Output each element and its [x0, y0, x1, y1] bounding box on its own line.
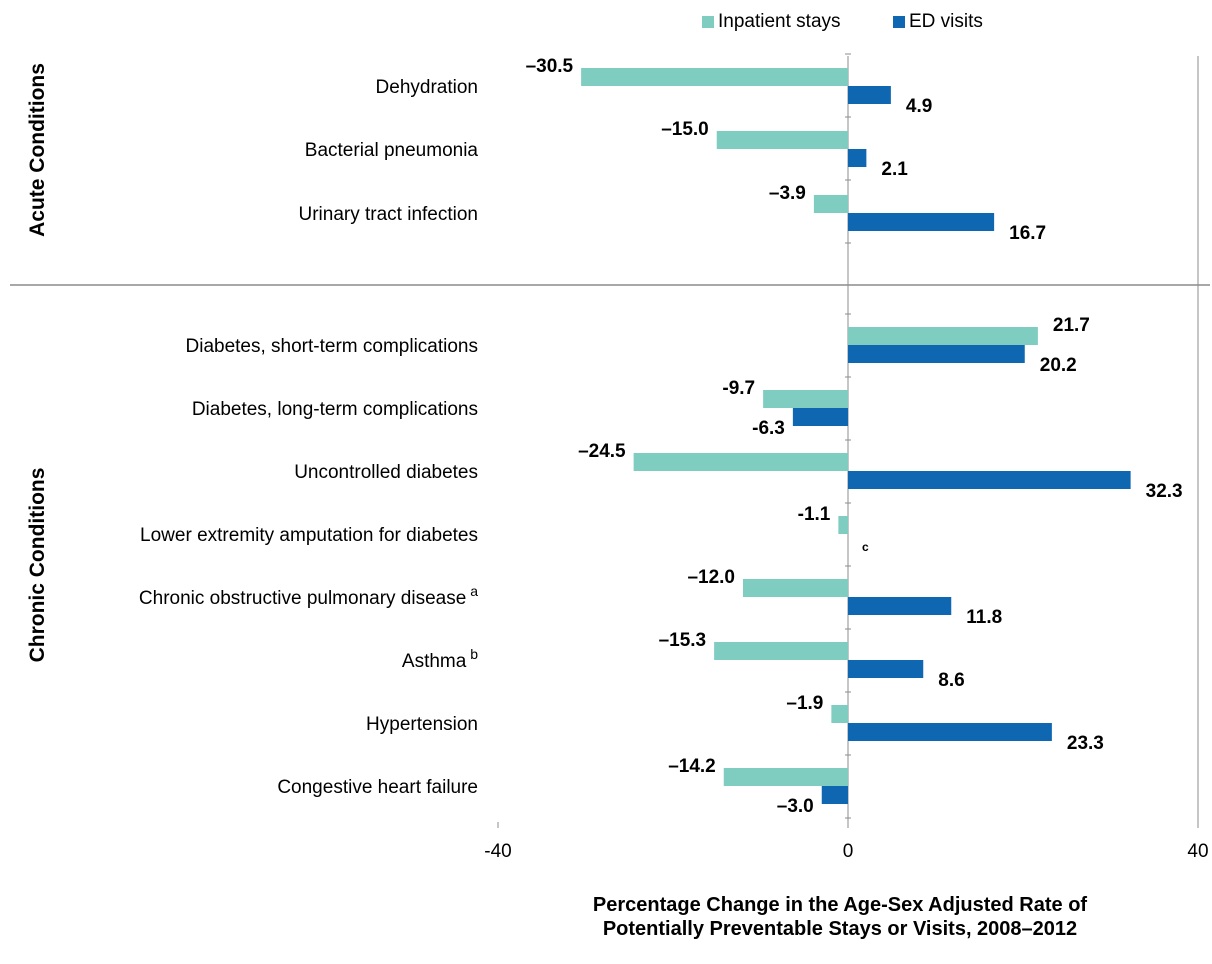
ed-visits-value-label: 23.3 [1067, 733, 1104, 754]
group-label-chronic-conditions: Chronic Conditions [26, 468, 49, 663]
ed-visits-value-label: 4.9 [906, 96, 932, 117]
category-footnote-marker: a [466, 583, 478, 599]
category-label: Urinary tract infection [298, 204, 478, 225]
ed-visits-bar [848, 345, 1025, 363]
x-tick-label: 0 [843, 841, 854, 862]
category-label: Diabetes, short-term complications [186, 336, 479, 357]
inpatient-value-label: –15.0 [661, 119, 709, 140]
ed-visits-value-label: 2.1 [881, 159, 908, 180]
ed-visits-bar [792, 408, 848, 426]
group-label-acute-conditions: Acute Conditions [26, 63, 49, 237]
inpatient-bar [838, 516, 848, 534]
inpatient-bar [813, 195, 848, 213]
inpatient-value-label: -9.7 [722, 378, 755, 399]
inpatient-value-label: –30.5 [526, 56, 574, 77]
ed-visits-bar [848, 213, 995, 231]
ed-visits-value-label: 32.3 [1146, 481, 1183, 502]
ed-visits-bar [848, 723, 1052, 741]
x-axis-title: Percentage Change in the Age-Sex Adjuste… [470, 893, 1210, 941]
ed-visits-bar [848, 471, 1131, 489]
x-tick-label: 40 [1187, 841, 1208, 862]
inpatient-value-label: -1.1 [798, 504, 831, 525]
ed-visits-value-label: –3.0 [777, 796, 814, 817]
inpatient-value-label: –15.3 [659, 630, 707, 651]
inpatient-bar [763, 390, 848, 408]
inpatient-bar [723, 768, 848, 786]
ed-visits-bar [821, 786, 848, 804]
inpatient-value-label: –24.5 [578, 441, 626, 462]
inpatient-value-label: –12.0 [687, 567, 735, 588]
inpatient-value-label: 21.7 [1053, 315, 1090, 336]
category-footnote-marker: b [466, 646, 478, 662]
inpatient-bar [716, 131, 848, 149]
legend-label-inpatient: Inpatient stays [718, 11, 841, 32]
inpatient-value-label: –3.9 [769, 183, 806, 204]
inpatient-bar [848, 327, 1038, 345]
category-label: Dehydration [376, 77, 478, 98]
ed-visits-bar [848, 86, 891, 104]
category-label: Bacterial pneumonia [305, 140, 479, 161]
x-axis-title-line-1: Percentage Change in the Age-Sex Adjuste… [592, 894, 1088, 916]
category-label: Uncontrolled diabetes [294, 462, 478, 483]
category-label: Diabetes, long-term complications [192, 399, 478, 420]
ed-visits-value-label: -6.3 [752, 418, 785, 439]
inpatient-value-label: –1.9 [786, 693, 823, 714]
ed-visits-bar [848, 149, 867, 167]
x-tick-label: -40 [484, 841, 511, 862]
x-axis-title-line-2: Potentially Preventable Stays or Visits,… [602, 918, 1078, 940]
category-label: Chronic obstructive pulmonary disease a [139, 583, 478, 609]
ed-visits-bar [848, 597, 952, 615]
inpatient-value-label: –14.2 [668, 756, 716, 777]
ed-visits-value-label: 11.8 [966, 607, 1002, 628]
category-label: Lower extremity amputation for diabetes [140, 525, 478, 546]
inpatient-bar [714, 642, 848, 660]
category-label: Congestive heart failure [277, 777, 478, 798]
ed-visits-value-label: 20.2 [1040, 355, 1077, 376]
inpatient-bar [831, 705, 848, 723]
ed-visits-value-label: 8.6 [938, 670, 964, 691]
category-label: Asthma b [402, 646, 478, 672]
legend-swatch-inpatient [702, 16, 714, 28]
legend-label-ed-visits: ED visits [909, 11, 983, 32]
category-label: Hypertension [366, 714, 478, 735]
inpatient-bar [581, 68, 848, 86]
inpatient-bar [633, 453, 848, 471]
value-label-footnote: c [862, 540, 869, 554]
ed-visits-value-label: 16.7 [1009, 223, 1046, 244]
inpatient-bar [743, 579, 848, 597]
ed-visits-bar [848, 660, 924, 678]
legend-swatch-ed-visits [893, 16, 905, 28]
